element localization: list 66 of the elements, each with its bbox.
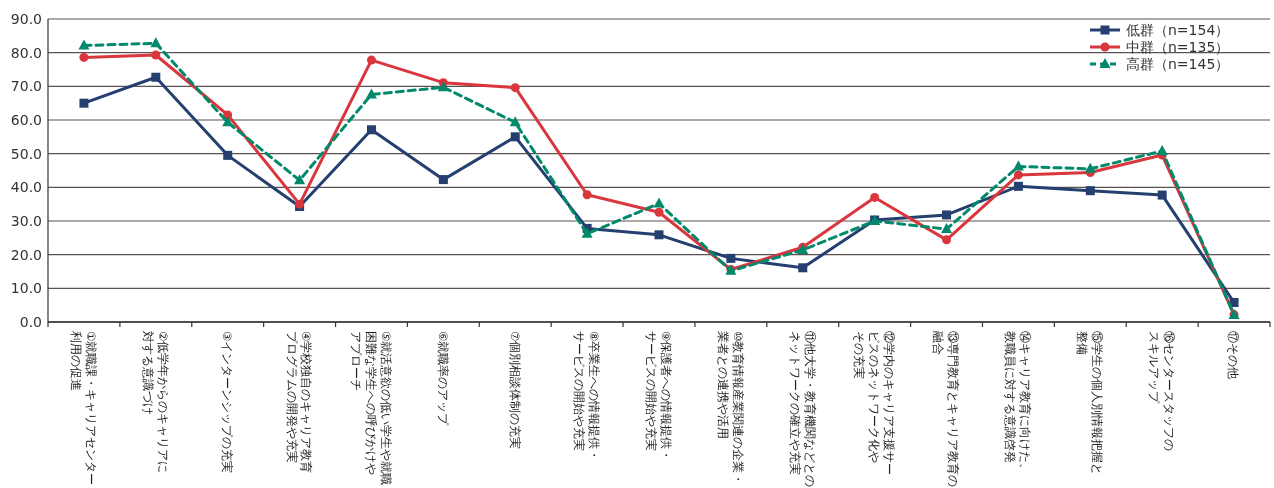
point: [582, 190, 592, 200]
point: [437, 81, 449, 92]
legend-label: 低群（n=154）: [1126, 22, 1230, 38]
y-tick-label: 20.0: [10, 246, 42, 263]
legend-label: 高群（n=145）: [1126, 56, 1230, 72]
point: [510, 132, 520, 142]
x-tick-label: ⑯センタースタッフのスキルアップ: [1147, 331, 1177, 451]
point: [151, 50, 161, 60]
point: [1229, 297, 1239, 307]
point: [79, 98, 89, 108]
x-tick-label: ④学校独自のキャリア教育プログラムの開発や充実: [284, 331, 314, 474]
point: [654, 207, 664, 217]
y-tick-label: 0.0: [19, 314, 42, 330]
point: [941, 223, 953, 234]
y-tick-label: 90.0: [10, 11, 42, 27]
point: [942, 235, 952, 245]
point: [438, 175, 448, 185]
y-tick-label: 50.0: [10, 145, 42, 162]
point: [653, 197, 665, 208]
y-tick-label: 40.0: [10, 179, 42, 196]
x-tick-label: ⑪他大学・教育機関などとのネットワークの確立や充実: [787, 331, 817, 487]
x-tick-label: ⑰その他: [1226, 331, 1241, 379]
point: [366, 125, 376, 135]
x-tick-label: ⑤就活意欲の低い学生や就職困難な学生への呼びかけやアプローチ: [348, 331, 393, 486]
point: [1012, 160, 1024, 171]
x-tick-label: ⑥就職率のアップ: [435, 331, 450, 427]
point: [79, 52, 89, 62]
legend-label: 中群（n=135）: [1126, 39, 1230, 55]
point: [726, 253, 736, 263]
point: [1085, 186, 1095, 196]
point: [870, 192, 880, 202]
x-tick-label: ⑦個別相談体制の充実: [507, 331, 522, 450]
point: [151, 72, 161, 82]
point: [654, 230, 664, 240]
x-tick-label: ⑭キャリア教育に向けた、教職員に対する意識啓発: [1003, 331, 1033, 475]
point: [78, 39, 90, 50]
point: [510, 83, 520, 93]
y-tick-label: 70.0: [10, 78, 42, 95]
point: [1084, 162, 1096, 173]
x-tick-label: ⑮学生の個人別情報把握と整備: [1075, 331, 1105, 475]
x-tick-label: ⑩教育情報産業関連の企業・業者との連携や活用: [715, 331, 745, 486]
point: [1157, 190, 1167, 200]
x-tick-label: ⑬専門教育とキャリア教育の融合: [931, 331, 961, 487]
x-tick-label: ⑫学内のキャリア支援サービスのネットワーク化やその充実: [852, 331, 896, 475]
point: [222, 116, 234, 127]
point: [1013, 181, 1023, 191]
x-tick-label: ①就職課・キャリアセンター利用の促進: [68, 331, 98, 486]
x-tick-label: ③インターンシップの充実: [220, 331, 235, 474]
point: [294, 174, 306, 185]
y-tick-label: 60.0: [10, 112, 42, 128]
y-tick-label: 80.0: [10, 44, 42, 61]
y-tick-label: 10.0: [10, 280, 42, 297]
point: [798, 263, 808, 273]
point: [150, 37, 162, 48]
point: [509, 116, 521, 127]
x-tick-label: ②低学年からのキャリアに対する意識づけ: [140, 331, 170, 474]
point: [365, 88, 377, 99]
x-tick-label: ⑧卒業生への情報提供・サービスの開始や充実: [572, 331, 601, 462]
point: [942, 210, 952, 220]
y-tick-label: 30.0: [10, 213, 42, 229]
x-tick-label: ⑨保護者への情報提供・サービスの開始や充実: [643, 331, 673, 462]
point: [223, 150, 233, 160]
point: [1013, 170, 1023, 180]
point: [366, 55, 376, 65]
point: [581, 227, 593, 238]
point: [1156, 144, 1168, 155]
